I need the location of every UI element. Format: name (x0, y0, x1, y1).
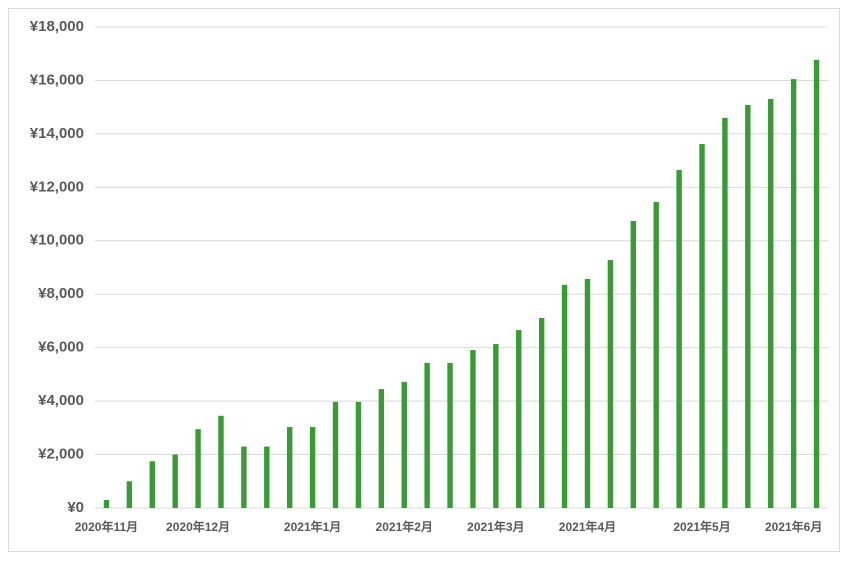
bar (241, 446, 247, 508)
bar (195, 429, 201, 508)
bar (470, 350, 476, 508)
x-tick-label: 2021年3月 (467, 519, 524, 534)
bar (355, 401, 362, 508)
bar (607, 260, 614, 508)
bar (103, 499, 110, 508)
bar (218, 415, 224, 508)
bar (424, 362, 430, 508)
x-tick-label: 2020年11月 (75, 519, 138, 534)
x-tick-label: 2021年2月 (376, 519, 433, 534)
bar (561, 284, 568, 508)
bar (309, 427, 316, 508)
x-tick-label: 2021年5月 (673, 519, 730, 534)
y-tick-label: ¥12,000 (30, 178, 84, 195)
bar (401, 381, 407, 508)
y-tick-label: ¥10,000 (30, 232, 84, 249)
y-tick-label: ¥14,000 (30, 125, 84, 142)
y-tick-label: ¥16,000 (30, 71, 84, 88)
bar (745, 105, 751, 508)
bar (676, 169, 682, 509)
y-tick-label: ¥8,000 (38, 285, 84, 302)
x-tick-label: 2021年1月 (284, 519, 341, 534)
x-tick-label: 2020年12月 (166, 519, 230, 534)
bar (378, 389, 385, 508)
bar (172, 454, 178, 508)
bar (584, 278, 591, 508)
chart-frame (8, 8, 840, 552)
bar (699, 144, 705, 508)
bar (126, 481, 133, 508)
x-tick-label: 2021年4月 (559, 519, 616, 534)
x-tick-label: 2021年6月 (765, 519, 822, 534)
bar (538, 318, 545, 508)
bar (722, 117, 728, 508)
bar (149, 461, 155, 508)
y-tick-label: ¥4,000 (38, 392, 84, 409)
y-tick-label: ¥0 (67, 499, 84, 516)
y-tick-label: ¥2,000 (38, 446, 84, 463)
bar (630, 221, 636, 508)
bar (264, 446, 270, 508)
bar (447, 362, 453, 508)
bar (768, 98, 774, 508)
bar (287, 427, 293, 508)
bar (493, 343, 499, 508)
bar (653, 202, 659, 508)
bar (332, 401, 339, 508)
bar (813, 59, 820, 508)
bar (790, 79, 797, 508)
y-tick-label: ¥18,000 (30, 18, 84, 35)
bar (516, 330, 522, 508)
y-tick-label: ¥6,000 (38, 339, 84, 356)
